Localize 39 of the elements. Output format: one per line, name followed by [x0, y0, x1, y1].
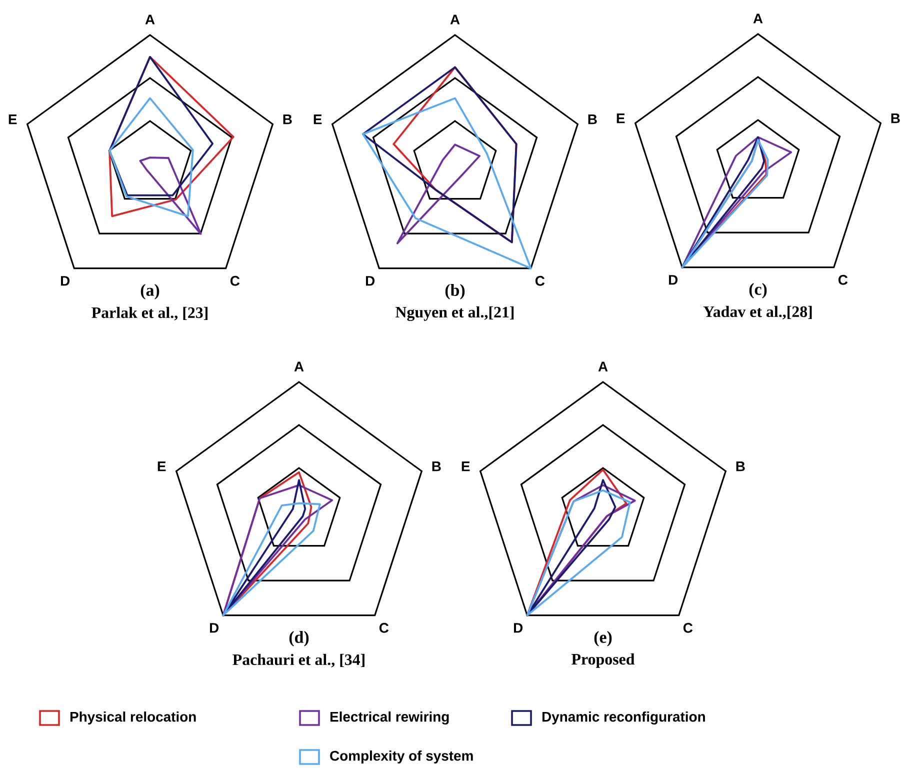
- spoke-label: C: [838, 274, 848, 285]
- spoke-label: E: [314, 114, 322, 124]
- text: Yadav et al.,[28]: [703, 306, 812, 320]
- spoke-label: C: [683, 622, 693, 633]
- spoke-label: E: [462, 462, 470, 472]
- spoke-label: B: [736, 462, 745, 472]
- legend-label: Physical relocation: [70, 711, 196, 724]
- spoke-label: D: [60, 276, 70, 286]
- spoke-label: D: [514, 623, 523, 633]
- text: Parlak et al., [23]: [92, 306, 208, 320]
- spoke-label: B: [588, 114, 597, 124]
- spoke-label: D: [366, 276, 375, 286]
- spoke-label: D: [210, 623, 219, 633]
- spoke-label: A: [450, 14, 460, 24]
- spoke-label: B: [891, 114, 900, 124]
- spoke-label: A: [598, 362, 608, 372]
- legend-label: Electrical rewiring: [330, 711, 449, 725]
- spoke-label: A: [294, 362, 304, 372]
- spoke-label: C: [379, 622, 389, 633]
- spoke-label: C: [535, 276, 545, 286]
- text: (e): [594, 631, 612, 646]
- legend-label: Dynamic reconfiguration: [542, 711, 705, 725]
- spoke-label: B: [432, 462, 441, 472]
- spoke-label: A: [753, 14, 763, 24]
- text: Proposed: [572, 653, 635, 668]
- spoke-label: E: [616, 114, 625, 124]
- text: (d): [289, 631, 309, 646]
- text: Nguyen et al.,[21]: [396, 306, 514, 321]
- spoke-label: A: [145, 14, 155, 24]
- legend-label: Complexity of system: [330, 750, 473, 764]
- spoke-label: E: [158, 462, 166, 472]
- text: (a): [140, 284, 160, 300]
- text: Pachauri et al., [34]: [232, 654, 364, 668]
- text: (b): [445, 284, 465, 300]
- spoke-label: B: [283, 114, 292, 124]
- spoke-label: E: [8, 114, 17, 124]
- spoke-label: D: [668, 275, 678, 285]
- text: (c): [749, 283, 767, 298]
- spoke-label: C: [230, 276, 240, 286]
